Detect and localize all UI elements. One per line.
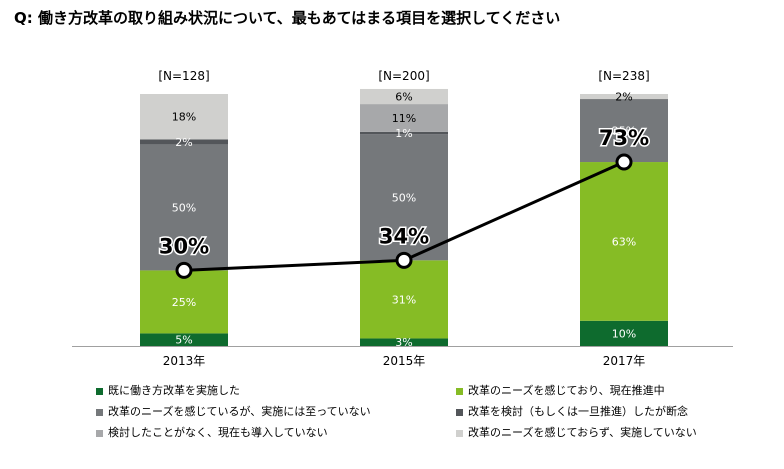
legend-swatch-4 bbox=[456, 408, 463, 416]
bar-segment-2-2013年 bbox=[140, 270, 228, 334]
data-label-2-2015年: 31% bbox=[392, 293, 416, 306]
legend-label-6: 改革のニーズを感じておらず、実施していない bbox=[468, 426, 697, 439]
legend-swatch-6 bbox=[456, 429, 463, 437]
bar-segment-1-2017年 bbox=[580, 320, 668, 346]
bar-segment-3-2015年 bbox=[360, 134, 448, 261]
data-label-2-2013年: 25% bbox=[172, 296, 196, 309]
bar-segment-1-2015年 bbox=[360, 338, 448, 346]
data-label-6-2015年: 6% bbox=[395, 91, 412, 104]
data-label-3-2013年: 50% bbox=[172, 201, 196, 214]
legend-item-4: 改革を検討（もしくは一旦推進）したが断念 bbox=[456, 405, 736, 419]
sample-size-label-2017年: [N=238] bbox=[598, 69, 649, 83]
legend-swatch-5 bbox=[96, 429, 103, 437]
sample-size-label-2015年: [N=200] bbox=[378, 69, 429, 83]
x-tick-label-2017年: 2017年 bbox=[603, 354, 646, 368]
legend-swatch-1 bbox=[96, 387, 103, 395]
legend-item-3: 改革のニーズを感じているが、実施には至っていない bbox=[96, 405, 456, 419]
legend-label-5: 検討したことがなく、現在も導入していない bbox=[108, 426, 328, 439]
bar-segment-1-2013年 bbox=[140, 333, 228, 346]
trend-label-2015年: 34% bbox=[379, 224, 429, 248]
stacked-bar-chart: 5% 25% 50% 2% 18% 3% 31% 50% 1% 11% 6% 10% 63% 25% 2% 2… bbox=[72, 69, 733, 368]
trend-label-2017年: 73% bbox=[599, 126, 649, 150]
bar-segment-3-2017年 bbox=[580, 99, 668, 163]
bar-segment-2-2017年 bbox=[580, 162, 668, 321]
trend-point-2013年 bbox=[175, 261, 193, 279]
data-label-1-2013年: 5% bbox=[175, 334, 192, 347]
data-label-5-2015年: 11% bbox=[392, 112, 416, 125]
legend-swatch-3 bbox=[96, 408, 103, 416]
legend-swatch-2 bbox=[456, 387, 463, 395]
data-label-4-2015年: 1% bbox=[395, 127, 412, 140]
bar-segment-3-2013年 bbox=[140, 144, 228, 271]
data-label-3-2017年: 25% bbox=[612, 125, 636, 138]
x-tick-label-2013年: 2013年 bbox=[163, 354, 206, 368]
legend-item-5: 検討したことがなく、現在も導入していない bbox=[96, 426, 456, 440]
legend-item-1: 既に働き方改革を実施した bbox=[96, 384, 456, 398]
chart-legend: 既に働き方改革を実施した 改革のニーズを感じており、現在推進中改革のニーズを感じて… bbox=[96, 384, 736, 440]
data-label-3-2015年: 50% bbox=[392, 191, 416, 204]
legend-label-2: 改革のニーズを感じており、現在推進中 bbox=[468, 384, 665, 397]
data-label-6-2013年: 18% bbox=[172, 111, 196, 124]
data-label-4-2013年: 2% bbox=[175, 136, 192, 149]
trend-point-2017年 bbox=[615, 153, 633, 171]
bar-segment-6-2017年 bbox=[580, 94, 668, 100]
trend-point-2015年 bbox=[395, 251, 413, 269]
x-tick-label-2015年: 2015年 bbox=[383, 354, 426, 368]
data-label-1-2015年: 3% bbox=[395, 336, 412, 349]
legend-label-3: 改革のニーズを感じているが、実施には至っていない bbox=[108, 405, 371, 418]
chart-title: Q: 働き方改革の取り組み状況について、最もあてはまる項目を選択してください bbox=[14, 9, 561, 27]
bar-segment-4-2015年 bbox=[360, 131, 448, 135]
data-label-6-2017年: 2% bbox=[615, 91, 632, 104]
bar-segment-2-2015年 bbox=[360, 260, 448, 339]
bar-segment-4-2013年 bbox=[140, 139, 228, 145]
bar-segment-5-2015年 bbox=[360, 104, 448, 132]
legend-label-4: 改革を検討（もしくは一旦推進）したが断念 bbox=[468, 405, 688, 418]
sample-size-label-2013年: [N=128] bbox=[158, 69, 209, 83]
trend-label-2013年: 30% bbox=[159, 234, 209, 258]
legend-item-2: 改革のニーズを感じており、現在推進中 bbox=[456, 384, 736, 398]
data-label-2-2017年: 63% bbox=[612, 235, 636, 248]
data-label-1-2017年: 10% bbox=[612, 327, 636, 340]
legend-item-6: 改革のニーズを感じておらず、実施していない bbox=[456, 426, 736, 440]
bar-segment-6-2013年 bbox=[140, 94, 228, 140]
bar-segment-6-2015年 bbox=[360, 88, 448, 105]
legend-label-1: 既に働き方改革を実施した bbox=[108, 384, 240, 397]
